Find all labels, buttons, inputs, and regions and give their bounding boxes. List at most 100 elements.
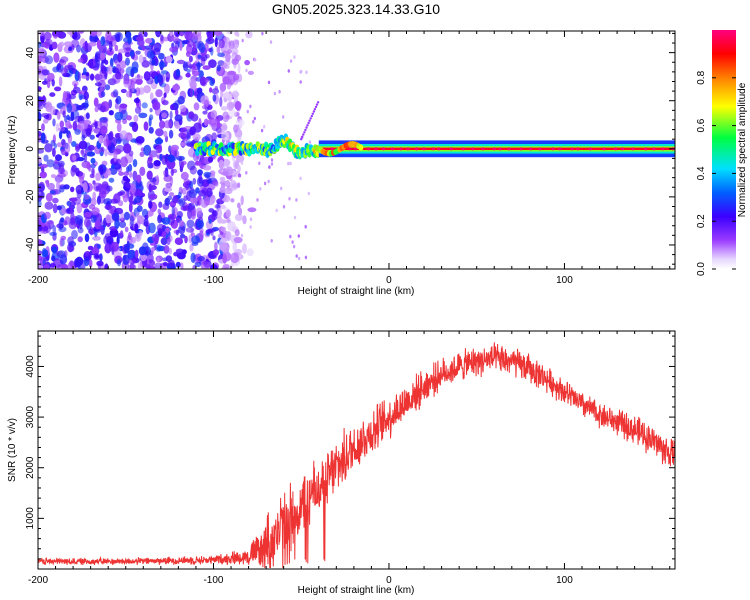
noise-cell bbox=[71, 229, 78, 240]
noise-cell bbox=[145, 264, 151, 269]
noise-cell bbox=[141, 60, 150, 68]
noise-cell bbox=[240, 161, 244, 165]
noise-cell bbox=[149, 108, 153, 113]
noise-cell bbox=[124, 226, 129, 233]
noise-cell bbox=[221, 171, 230, 176]
carrier-peak bbox=[498, 147, 502, 151]
noise-cell bbox=[151, 246, 156, 252]
noise-cell bbox=[78, 71, 82, 82]
noise-cell bbox=[84, 40, 88, 52]
noise-cell bbox=[134, 106, 142, 114]
noise-cell bbox=[135, 212, 140, 220]
noise-cell bbox=[244, 59, 251, 66]
noise-cell bbox=[164, 187, 173, 193]
streak-cell bbox=[304, 128, 307, 132]
noise-cell bbox=[52, 197, 59, 204]
noise-cell bbox=[170, 144, 179, 151]
noise-cell bbox=[181, 187, 187, 195]
noise-cell bbox=[188, 189, 197, 198]
noise-cell bbox=[270, 162, 274, 166]
streak-cell bbox=[301, 135, 304, 139]
noise-cell bbox=[173, 251, 179, 257]
noise-cell bbox=[139, 166, 146, 176]
noise-cell bbox=[122, 254, 130, 265]
noise-cell bbox=[89, 197, 97, 206]
noise-cell bbox=[72, 32, 81, 41]
noise-cell bbox=[288, 197, 291, 201]
noise-cell bbox=[282, 115, 285, 119]
noise-cell bbox=[204, 77, 209, 83]
noise-cell bbox=[98, 184, 107, 196]
noise-cell bbox=[225, 209, 231, 218]
noise-cell bbox=[82, 182, 88, 193]
noise-cell bbox=[88, 144, 95, 151]
noise-cell bbox=[91, 123, 95, 128]
noise-cell bbox=[151, 233, 160, 243]
noise-cell bbox=[72, 80, 79, 87]
noise-cell bbox=[270, 158, 274, 162]
noise-cell bbox=[143, 85, 152, 94]
noise-cell bbox=[270, 239, 273, 243]
noise-cell bbox=[256, 198, 259, 202]
noise-cell bbox=[136, 174, 142, 183]
noise-cell bbox=[133, 114, 139, 123]
carrier-peak bbox=[631, 147, 635, 151]
noise-cell bbox=[252, 120, 255, 124]
noise-cell bbox=[304, 224, 307, 229]
noise-cell bbox=[219, 219, 228, 224]
y-tick-label: -40 bbox=[25, 237, 36, 252]
noise-cell bbox=[94, 82, 102, 87]
noise-cell bbox=[201, 105, 207, 110]
noise-cell bbox=[111, 246, 115, 255]
noise-cell bbox=[258, 161, 261, 166]
noise-cell bbox=[58, 127, 66, 132]
noise-cell bbox=[38, 199, 42, 208]
noise-cell bbox=[108, 169, 112, 176]
snr-panel: -200 -100 0 100 1000 2000 3000 4000 Height of s… bbox=[7, 330, 676, 596]
noise-cell bbox=[38, 250, 43, 255]
noise-cell bbox=[66, 103, 73, 114]
noise-cell bbox=[267, 179, 270, 184]
noise-cell bbox=[211, 226, 220, 232]
noise-cell bbox=[93, 127, 102, 134]
noise-cell bbox=[174, 237, 184, 245]
noise-cell bbox=[67, 262, 74, 269]
carrier-peak bbox=[399, 147, 403, 151]
streak-cell bbox=[313, 108, 317, 111]
noise-cell bbox=[127, 36, 132, 45]
noise-cell bbox=[211, 132, 217, 141]
noise-cell bbox=[237, 182, 241, 188]
noise-cell bbox=[120, 88, 127, 94]
noise-cell bbox=[38, 98, 45, 110]
noise-cell bbox=[87, 245, 94, 251]
noise-cell bbox=[143, 121, 149, 131]
noise-cell bbox=[182, 205, 190, 211]
noise-cell bbox=[153, 160, 161, 167]
colorbar-tick-label: 0.0 bbox=[696, 262, 707, 276]
noise-cell bbox=[146, 170, 153, 180]
noise-cell bbox=[222, 194, 231, 203]
colorbar-tick-label: 0.4 bbox=[696, 166, 707, 180]
noise-cell bbox=[195, 207, 203, 215]
noise-cell bbox=[209, 195, 216, 204]
noise-cell bbox=[38, 190, 44, 200]
noise-cell bbox=[170, 104, 175, 111]
noise-cell bbox=[40, 113, 50, 118]
noise-cell bbox=[167, 259, 175, 268]
noise-cell bbox=[222, 253, 227, 264]
noise-cell bbox=[210, 46, 214, 56]
noise-cell bbox=[62, 110, 66, 118]
noise-cell bbox=[38, 86, 42, 91]
carrier-line bbox=[318, 147, 675, 150]
noise-cell bbox=[299, 80, 302, 84]
noise-cell bbox=[230, 198, 235, 203]
noise-cell bbox=[58, 130, 63, 140]
noise-cell bbox=[220, 88, 224, 98]
carrier-peak bbox=[528, 147, 533, 151]
noise-cell bbox=[214, 37, 218, 48]
noise-cell bbox=[175, 248, 183, 253]
noise-cell bbox=[225, 114, 230, 119]
noise-cell bbox=[108, 110, 114, 116]
noise-cell bbox=[148, 70, 158, 78]
noise-cell bbox=[90, 157, 96, 164]
